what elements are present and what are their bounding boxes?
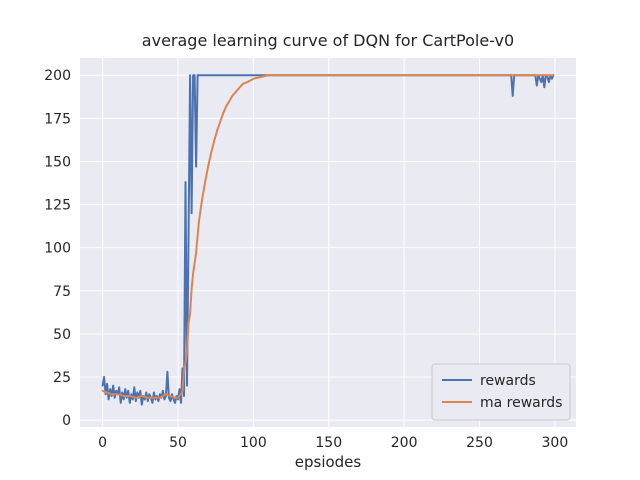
y-tick-label: 100	[44, 241, 71, 257]
y-tick-label: 175	[44, 111, 71, 127]
series-ma-rewards-line	[101, 74, 555, 399]
y-tick-label: 75	[53, 284, 71, 300]
x-tick-label: 50	[169, 435, 187, 451]
y-tick-label: 125	[44, 198, 71, 214]
legend-box	[431, 363, 571, 421]
chart-title: average learning curve of DQN for CartPo…	[142, 31, 514, 50]
x-tick-label: 300	[542, 435, 569, 451]
y-tick-label: 50	[53, 327, 71, 343]
x-tick-label: 150	[315, 435, 342, 451]
x-tick-label: 0	[98, 435, 107, 451]
y-tick-label: 150	[44, 154, 71, 170]
y-tick-label: 200	[44, 68, 71, 84]
x-axis-label: epsiodes	[295, 453, 362, 471]
y-tick-label: 25	[53, 370, 71, 386]
x-tick-label: 250	[466, 435, 493, 451]
legend: rewards ma rewards	[431, 363, 571, 421]
legend-label-ma-rewards: ma rewards	[480, 395, 562, 411]
x-tick-label: 200	[391, 435, 418, 451]
y-tick-label: 0	[62, 413, 71, 429]
x-tick-label: 100	[240, 435, 267, 451]
legend-label-rewards: rewards	[480, 373, 536, 389]
plot-layer: 0 50 100 150 200 250 300 0 25 50 75 100 125 150 175 200	[44, 58, 576, 451]
